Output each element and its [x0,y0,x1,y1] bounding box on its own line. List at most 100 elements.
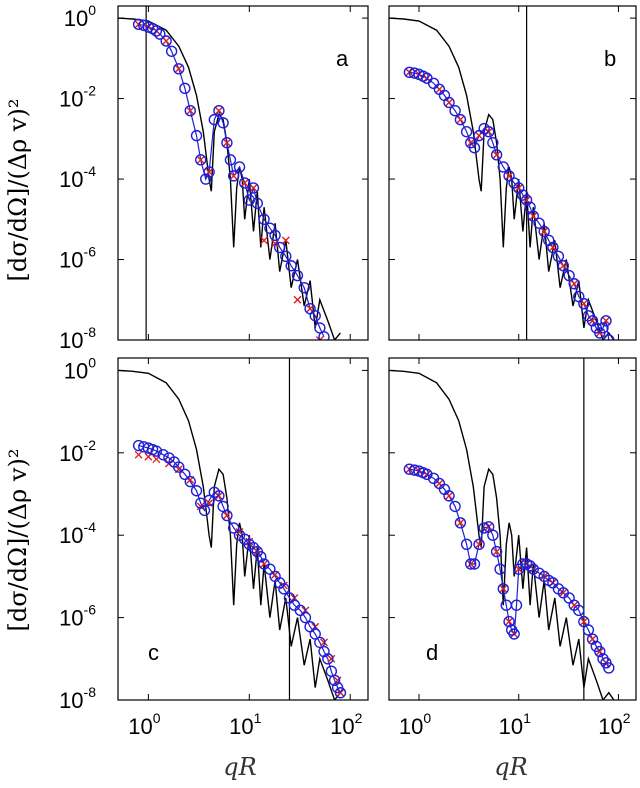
y-tick-exponent: -4 [84,519,97,535]
circle-marker [527,210,539,222]
cross-marker [214,106,223,115]
circle-marker [547,241,559,254]
y-tick-exponent: -4 [84,163,97,179]
circle-marker [160,35,172,47]
cross-marker [336,688,345,697]
circle-marker [490,149,503,161]
circle-marker [468,142,481,154]
y-tick-label: 100 [64,2,96,31]
circle-marker [157,448,169,461]
cross-marker [499,584,508,593]
circles-line-b [409,71,610,340]
circle-marker [298,281,310,294]
circle-marker [227,522,240,534]
circle-marker [586,315,599,327]
cross-marker [271,239,280,248]
circle-marker [328,674,341,687]
cross-marker [134,450,143,459]
circle-marker [203,166,215,178]
circle-marker [255,551,267,563]
panel-letter-a: a [336,46,349,71]
cross-marker [456,115,465,124]
circle-marker [568,278,580,290]
y-axis-title-bottom: [dσ/dΩ]/(Δρ v)² [4,449,32,632]
y-axis-title-top: [dσ/dΩ]/(Δρ v)² [4,99,32,282]
circle-marker [273,241,286,254]
circle-marker [449,500,461,513]
cross-marker [466,560,475,568]
cross-marker [456,518,465,527]
circle-marker [173,461,185,473]
y-tick-label: 10-4 [59,163,96,192]
model-curve-c [118,369,341,700]
circle-marker [238,177,251,189]
cross-marker [249,183,258,192]
circle-marker [497,583,509,595]
cross-marker [320,638,329,647]
x-tick-exponent: 0 [153,710,161,726]
circle-marker [258,213,270,225]
circle-marker [334,687,347,699]
circle-marker [247,541,260,554]
x-tick-label: 102 [330,710,362,739]
circle-marker [454,517,467,529]
circle-marker [173,63,185,75]
cross-marker [293,295,302,304]
circle-marker [578,297,590,310]
circle-marker [497,161,509,173]
x-tick-exponent: 1 [254,710,262,726]
frame-c [117,357,369,701]
circle-marker [603,334,615,340]
circle-marker [291,269,304,282]
circle-marker [563,269,575,282]
circle-marker [213,490,225,502]
cross-marker [222,511,231,520]
circle-marker [520,194,533,206]
circle-marker [517,558,529,570]
circle-marker [600,315,612,327]
circle-marker [285,260,297,272]
circle-marker [322,653,334,665]
circle-marker [314,636,326,649]
cross-marker [475,540,484,549]
circle-marker [460,126,473,138]
cross-marker [174,64,183,73]
circle-marker [318,331,330,340]
circle-marker [221,137,233,149]
circle-marker [524,560,536,572]
cross-marker [214,491,223,500]
circle-marker [510,599,523,611]
circle-marker [227,170,240,182]
circle-marker [233,161,246,173]
x-axis-title-left: qR [223,753,256,781]
frame-a [117,5,369,341]
circle-marker [454,113,467,126]
cross-marker [196,155,205,164]
y-tick-exponent: 0 [88,2,96,18]
circle-marker [184,475,196,488]
circle-marker [597,322,609,334]
cross-marker [186,106,195,115]
cross-marker [315,336,324,340]
y-tick-label: 10-8 [59,324,96,353]
y-tick-exponent: -2 [84,437,97,453]
cross-marker [229,171,238,180]
circle-marker [247,182,260,194]
y-tick-exponent: -6 [84,244,97,260]
circle-marker [154,28,166,40]
circle-marker [533,217,545,229]
y-tick-label: 10-2 [59,83,96,112]
cross-marker [162,36,171,45]
cross-marker [281,236,290,245]
circle-marker [603,662,615,674]
circle-marker [273,577,286,589]
circle-marker [503,615,515,628]
panel-letter-b: b [604,46,616,71]
circle-marker [443,96,455,109]
circle-marker [280,250,292,263]
y-tick-exponent: -8 [84,684,97,700]
circle-marker [314,322,326,334]
cross-marker [514,565,523,574]
x-axis-title-right: qR [494,753,527,781]
